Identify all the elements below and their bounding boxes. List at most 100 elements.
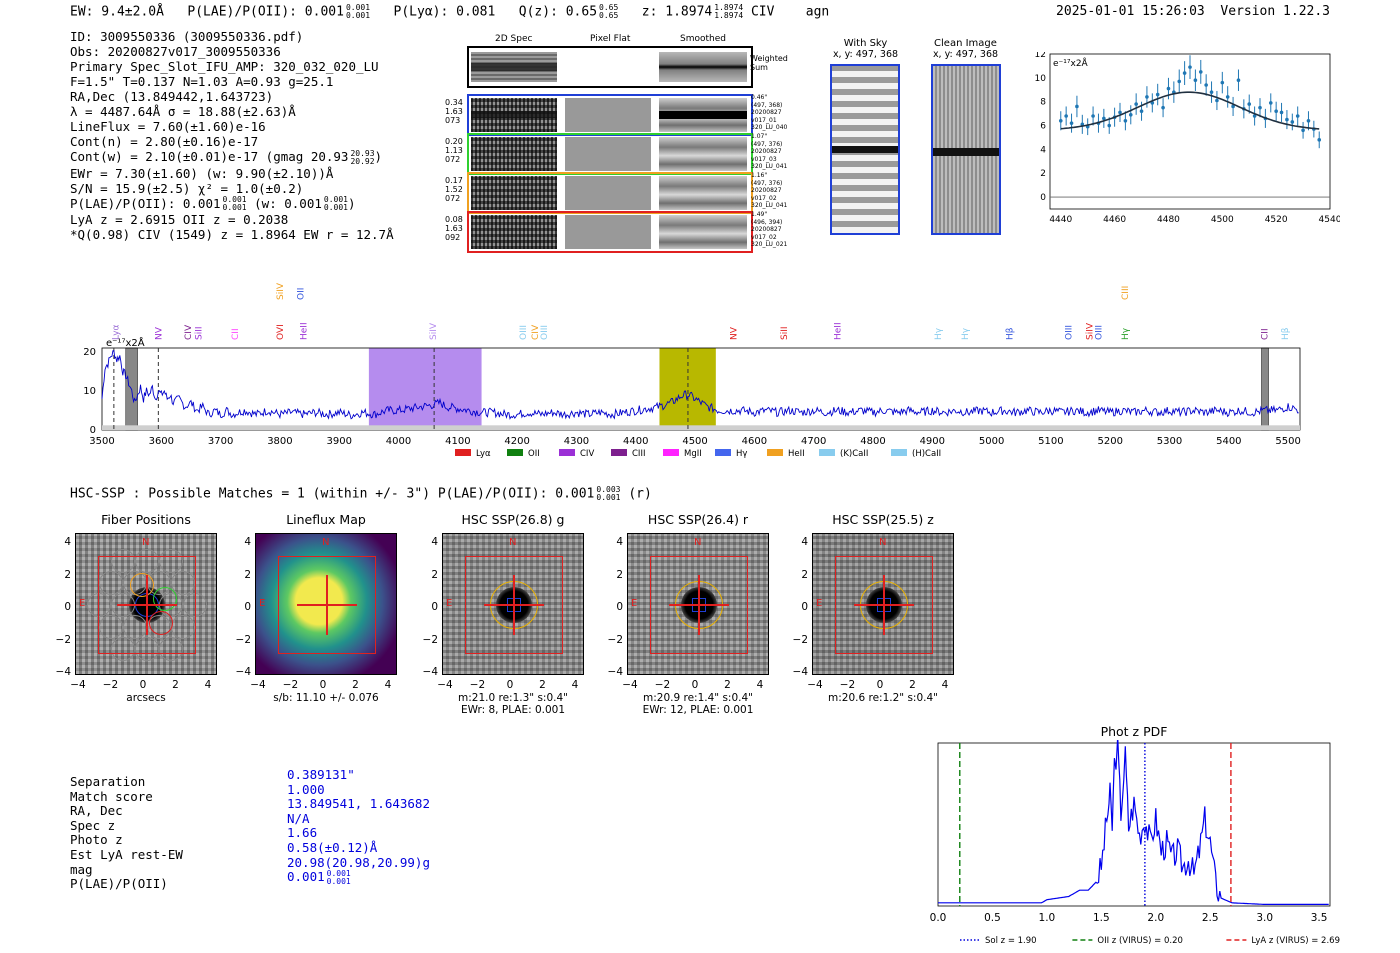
hsc-x-tick: 2 bbox=[172, 679, 179, 691]
smoothed-emission bbox=[659, 111, 747, 119]
spectrum-x-tick: 4300 bbox=[564, 436, 589, 447]
fiber-circle bbox=[135, 637, 159, 661]
photz-x-tick: 3.5 bbox=[1311, 912, 1328, 924]
photz-x-tick: 0.5 bbox=[984, 912, 1001, 924]
legend-label: CIII bbox=[632, 449, 645, 459]
spectrum-line-label: NV bbox=[154, 326, 164, 340]
legend-swatch bbox=[767, 449, 783, 456]
hsc-x-tick: 2 bbox=[539, 679, 546, 691]
zoom-data-point bbox=[1290, 120, 1295, 124]
clean-image bbox=[931, 64, 1001, 235]
spec2d-row-left-label: 0.08 1.63 092 bbox=[445, 215, 465, 242]
spectrum-x-tick: 4400 bbox=[623, 436, 648, 447]
hsc-y-tick: 2 bbox=[431, 568, 438, 581]
spectrum-line-label: SiIV bbox=[429, 322, 439, 340]
hsc-x-tick: 0 bbox=[139, 679, 147, 691]
spec2d-right-value: 320_LU_040 bbox=[751, 124, 788, 131]
spectrum-line-label-text: Lyα bbox=[112, 324, 122, 340]
spec2d-left-value: 072 bbox=[445, 194, 461, 203]
spectrum-x-tick: 5300 bbox=[1157, 436, 1182, 447]
spectrum-y-tick: 0 bbox=[90, 425, 96, 436]
zoom-x-tick: 4480 bbox=[1157, 215, 1180, 225]
match-table-label: mag bbox=[70, 861, 93, 877]
match-table-value: 1.66 bbox=[287, 825, 318, 841]
spectrum-line-label: SiII bbox=[195, 326, 205, 340]
zoom-data-point bbox=[1268, 101, 1273, 105]
match-table-label: Match score bbox=[70, 788, 153, 804]
zoom-fit-line bbox=[1060, 91, 1320, 130]
search-box bbox=[278, 556, 376, 654]
zoom-data-point bbox=[1075, 104, 1079, 109]
header-qz-frac: 0.65 0.65 bbox=[599, 3, 619, 20]
north-label: N bbox=[879, 537, 887, 548]
crosshair-v bbox=[883, 575, 885, 635]
photz-x-tick: 2.0 bbox=[1147, 912, 1164, 924]
hsc-y-tick: −4 bbox=[792, 666, 808, 678]
spec2d-right-value: 1.07" bbox=[751, 133, 768, 140]
photz-x-tick: 1.0 bbox=[1039, 912, 1056, 924]
fiber-circle bbox=[149, 611, 173, 635]
east-label: E bbox=[79, 598, 86, 609]
spectrum-line-label: OIII bbox=[519, 325, 529, 340]
spectrum-line-label-text: OIII bbox=[540, 325, 550, 340]
fiber-circle bbox=[99, 571, 123, 595]
spec2d-right-value: 320_LU_041 bbox=[751, 202, 788, 209]
zoom-data-point bbox=[1166, 86, 1171, 91]
spec2d-row-right-label: 1.07" (497, 376) 20200827 v017_03 320_LU_041 bbox=[751, 133, 791, 171]
spectrum-line-label: SiII bbox=[780, 326, 790, 340]
hsc-y-tick: −4 bbox=[607, 666, 623, 678]
info-id: ID: 3009550336 (3009550336.pdf) bbox=[70, 29, 304, 44]
zoom-data-point bbox=[1225, 95, 1230, 99]
spec2d-panel: 2D Spec Pixel Flat Smoothed Weighted Sum… bbox=[445, 34, 790, 254]
zoom-y-tick: 2 bbox=[1040, 169, 1046, 179]
hsc-x-tick: 4 bbox=[756, 679, 764, 691]
spec2d-cell bbox=[471, 215, 557, 249]
info-contw: Cont(w) = 2.10(±0.01)e-17 (gmag 20.93 20.… bbox=[70, 148, 383, 166]
match-table-value: 1.000 bbox=[287, 781, 325, 797]
smoothed-cell bbox=[659, 176, 747, 210]
spectrum-line-label: CIV bbox=[531, 324, 541, 340]
spectrum-line-label: Lyα bbox=[112, 324, 122, 340]
spec2d-row-right-label: 0.46" (497, 368) 20200827 v017_01 320_LU_040 bbox=[751, 94, 791, 132]
photz-pdf-line bbox=[938, 740, 1329, 905]
spec2d-right-value: 1.16" bbox=[751, 172, 768, 179]
crosshair-v bbox=[146, 575, 148, 635]
with-sky-header: With Sky x, y: 497, 368 bbox=[828, 38, 903, 60]
zoom-spectrum-chart: 0 2 4 6 8 10 12 4440 4460 4480 4500 4520 4540 e⁻¹⁷x2Å bbox=[1035, 52, 1340, 225]
info-slot: Primary Spec_Slot_IFU_AMP: 320_032_020_L… bbox=[70, 59, 379, 74]
hsc-x-tick: 0 bbox=[506, 679, 514, 691]
spectrum-line-label-text: NV bbox=[730, 326, 740, 340]
search-box bbox=[465, 556, 563, 654]
spectrum-line-label-text: Hγ bbox=[961, 327, 971, 340]
zoom-data-point bbox=[1209, 90, 1214, 94]
photz-x-tick: 1.5 bbox=[1093, 912, 1110, 924]
spectrum-x-tick: 3900 bbox=[327, 436, 352, 447]
spec2d-left-value: 1.13 bbox=[445, 146, 463, 155]
with-sky-coords: x, y: 497, 368 bbox=[832, 49, 899, 60]
fiber-circle bbox=[87, 593, 111, 617]
hsc-panel-title: HSC SSP(26.8) g bbox=[461, 512, 565, 527]
spectrum-x-tick: 4600 bbox=[742, 436, 767, 447]
hsc-y-tick: 0 bbox=[431, 601, 438, 613]
spec2d-cell bbox=[471, 176, 557, 210]
spectrum-line-label: HeII bbox=[833, 322, 843, 340]
spec2d-left-value: 0.08 bbox=[445, 215, 463, 224]
header-qz: Q(z): 0.65 bbox=[518, 4, 598, 20]
header-z-frac: 1.8974 1.8974 bbox=[714, 3, 744, 20]
legend-label: HeII bbox=[788, 449, 805, 459]
fiber-circle bbox=[111, 637, 135, 661]
zoom-data-point bbox=[1306, 118, 1311, 123]
crosshair-v bbox=[326, 575, 328, 635]
header-plae: P(LAE)/P(OII): 0.001 bbox=[187, 4, 344, 20]
spectrum-line-label: SiIV bbox=[276, 282, 286, 300]
north-label: N bbox=[694, 537, 702, 548]
zoom-data-point bbox=[1118, 110, 1122, 115]
spec2d-right-value: (497, 376) bbox=[751, 140, 783, 148]
spec2d-row bbox=[467, 172, 753, 214]
zoom-data-point bbox=[1247, 102, 1252, 106]
fiber-circle bbox=[99, 615, 123, 639]
hsc-y-tick: 4 bbox=[801, 536, 808, 548]
legend-label: (K)CaII bbox=[840, 449, 868, 459]
zoom-data-point bbox=[1177, 79, 1182, 84]
spec2d-right-value: (496, 394) bbox=[751, 218, 783, 226]
